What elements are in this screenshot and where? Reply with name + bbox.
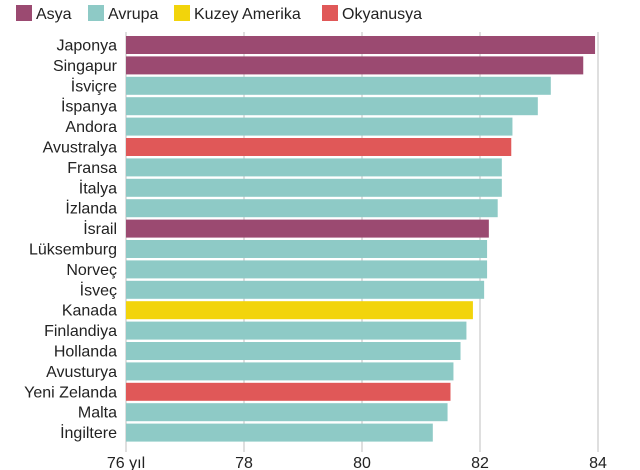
category-label: Andora (65, 119, 117, 136)
x-tick-label: 78 (235, 455, 253, 470)
legend: Asya Avrupa Kuzey Amerika Okyanusya (16, 5, 422, 23)
category-label: Singapur (53, 58, 118, 75)
bars (126, 36, 596, 442)
x-axis-ticks: 76 yıl 78 80 82 84 (107, 455, 607, 470)
x-tick-label: 80 (353, 455, 371, 470)
category-label: İsveç (80, 280, 117, 299)
legend-label: Kuzey Amerika (194, 6, 301, 23)
category-label: Hollanda (54, 344, 117, 361)
category-label: Avusturya (46, 364, 117, 381)
category-label: İzlanda (65, 199, 117, 218)
bar (126, 138, 512, 156)
category-label: İngiltere (60, 423, 117, 442)
bar (126, 240, 488, 258)
category-label: İspanya (61, 97, 117, 116)
bar (126, 362, 454, 381)
bar (126, 260, 488, 279)
legend-swatch-kuzey-amerika (174, 5, 190, 21)
bar (126, 178, 502, 197)
bar (126, 280, 485, 299)
bar (126, 219, 489, 238)
bar (126, 342, 461, 360)
category-label: Kanada (62, 303, 117, 320)
bar (126, 76, 551, 95)
category-label: Finlandiya (44, 323, 117, 340)
legend-swatch-okyanusya (322, 5, 338, 21)
bar (126, 36, 596, 54)
bar (126, 403, 448, 422)
x-tick-label: 82 (471, 455, 489, 470)
bar (126, 56, 584, 75)
category-label: Japonya (57, 38, 118, 55)
bar (126, 321, 467, 340)
bar (126, 158, 502, 177)
bar (126, 423, 433, 442)
category-label: İsrail (83, 219, 117, 238)
legend-label: Okyanusya (342, 6, 422, 23)
category-label: Yeni Zelanda (24, 384, 117, 401)
category-label: İtalya (79, 178, 117, 197)
legend-label: Avrupa (108, 6, 159, 23)
category-label: Avustralya (43, 140, 118, 157)
legend-label: Asya (36, 6, 72, 23)
category-label: Norveç (66, 262, 117, 279)
category-label: Lüksemburg (29, 242, 117, 259)
bar (126, 382, 451, 401)
x-tick-label: 84 (589, 455, 607, 470)
legend-swatch-avrupa (88, 5, 104, 21)
legend-swatch-asya (16, 5, 32, 21)
category-label: Malta (78, 405, 117, 422)
category-label: İsviçre (71, 76, 117, 95)
bar (126, 301, 473, 320)
bar (126, 199, 498, 218)
category-label: Fransa (67, 160, 117, 177)
bar (126, 117, 513, 136)
bar (126, 97, 538, 116)
x-tick-label: 76 yıl (107, 455, 145, 470)
